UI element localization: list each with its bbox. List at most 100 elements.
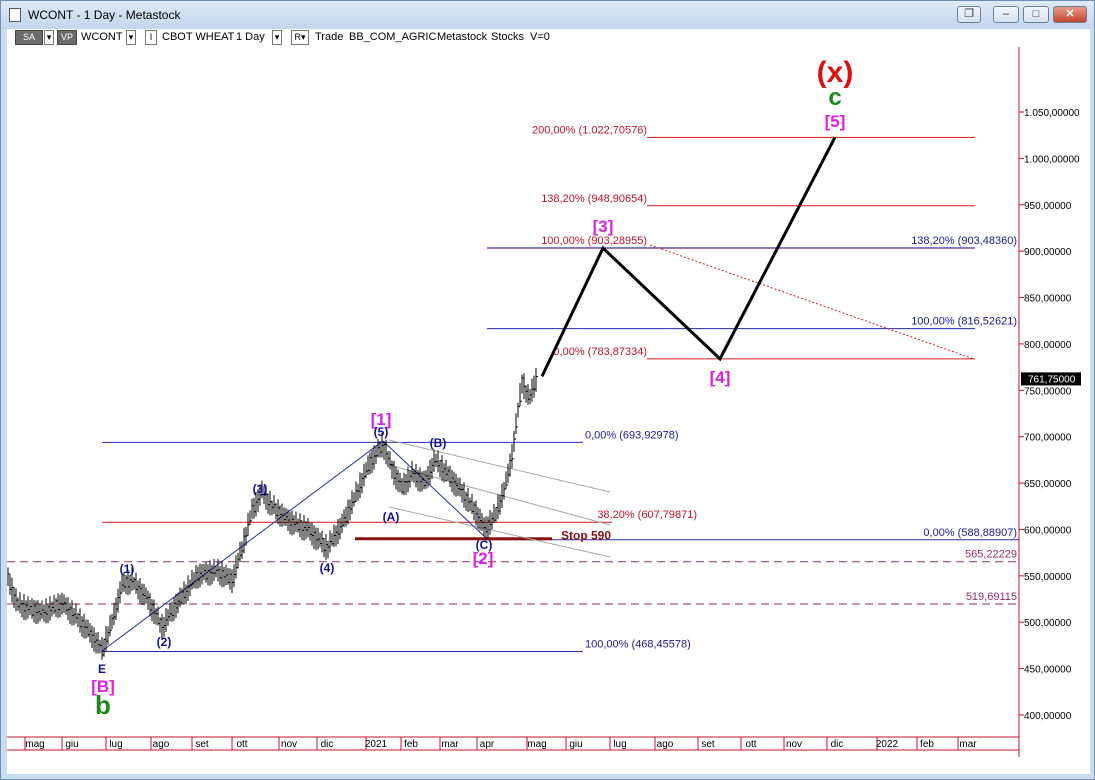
x-tick-label: nov (281, 739, 297, 750)
source-label: Metastock (437, 31, 488, 43)
x-tick-label: giu (569, 739, 582, 750)
symbol-label[interactable]: WCONT (81, 31, 123, 43)
x-tick-label: mar (441, 739, 459, 750)
wave-label-w4: [4] (710, 368, 731, 387)
volume-label: V=0 (530, 31, 550, 43)
x-tick-label: feb (404, 739, 418, 750)
i-box-button[interactable]: I (145, 30, 157, 45)
fib-red-label: 100,00% (903,28955) (541, 235, 647, 247)
x-tick-label: apr (480, 739, 495, 750)
wave-label-E: E (98, 662, 106, 676)
wave-label-b1: (1) (120, 562, 135, 576)
x-tick-label: dic (321, 739, 334, 750)
document-icon (9, 8, 21, 22)
category-label: BB_COM_AGRIC (349, 31, 437, 43)
x-tick-label: ott (745, 739, 756, 750)
y-tick-label: 550,00000 (1024, 572, 1072, 583)
y-tick-label: 500,00000 (1024, 618, 1072, 629)
x-tick-label: dic (831, 739, 844, 750)
chart-area[interactable]: 1.050,00000 1.000,00000 950,00000 900,00000… (7, 47, 1090, 774)
symbol-dropdown-icon[interactable]: ▾ (126, 30, 136, 45)
y-tick-label: 450,00000 (1024, 665, 1072, 676)
x-tick-label: ago (153, 739, 170, 750)
dashed-level-label: 519,69115 (966, 591, 1017, 603)
r-box-button[interactable]: R▾ (291, 30, 309, 45)
y-tick-label: 600,00000 (1024, 525, 1072, 536)
x-tick-label: 2021 (365, 739, 388, 750)
sa-button[interactable]: SA (15, 30, 43, 45)
wave-label-b2: (2) (157, 635, 172, 649)
stop-label: Stop 590 (561, 529, 611, 543)
wave-label-w1: [1] (371, 410, 392, 429)
y-tick-label: 900,00000 (1024, 247, 1072, 258)
wave-label-b5: (5) (374, 425, 389, 439)
trade-label: Trade (315, 31, 344, 43)
x-axis: mag giu lug ago set ott nov dic 2021 feb mar apr mag… (24, 737, 977, 750)
wave-label-B: [B] (91, 677, 115, 696)
minimize-button[interactable]: – (993, 6, 1019, 23)
fib-blue-label: 0,00% (693,92978) (585, 429, 679, 441)
x-tick-label: 2022 (876, 739, 899, 750)
last-price-tag (1021, 372, 1081, 386)
wave-label-bA: (A) (383, 510, 400, 524)
wave-label-bB: (B) (430, 436, 447, 450)
fib-blue-label: 100,00% (468,45578) (585, 638, 691, 650)
y-tick-label: 800,00000 (1024, 340, 1072, 351)
close-button[interactable]: ✕ (1053, 6, 1087, 23)
window-title: WCONT - 1 Day - Metastock (28, 8, 181, 22)
dotted-projection-line (649, 244, 975, 360)
wave-label-w5: [5] (825, 112, 846, 131)
last-price-label: 761,75000 (1028, 374, 1076, 385)
fib-red-label: 138,20% (948,90654) (541, 193, 647, 205)
x-tick-label: mag (25, 739, 44, 750)
wave-label-b: b (95, 690, 111, 720)
x-tick-label: feb (920, 739, 934, 750)
dashed-level-label: 565,22229 (965, 549, 1017, 561)
wave-label-x: (x) (817, 56, 854, 89)
x-tick-label: lug (109, 739, 122, 750)
wave-label-b4: (4) (320, 561, 335, 575)
wave-label-w3: [3] (593, 217, 614, 236)
sa-dropdown-icon[interactable]: ▾ (44, 30, 54, 45)
stocks-label: Stocks (491, 31, 525, 43)
fib-red-label: 0,00% (783,87334) (553, 346, 647, 358)
plot-background (7, 47, 1019, 737)
fib-red-label: 200,00% (1.022,70576) (532, 124, 647, 136)
wave-label-c: c (828, 84, 841, 111)
price-bars (7, 367, 538, 660)
wave-label-bC: (C) (476, 538, 493, 552)
trend-line-2 (382, 440, 486, 538)
restore-layout-button[interactable]: ❐ (957, 6, 981, 23)
title-bar[interactable]: WCONT - 1 Day - Metastock ❐ – □ ✕ (1, 1, 1094, 29)
y-tick-label: 950,00000 (1024, 201, 1072, 212)
projection-path (540, 136, 837, 378)
wave-label-w2: [2] (473, 549, 494, 568)
x-tick-label: mag (527, 739, 546, 750)
wave-labels: (x)c[5] [3] [4] [1] [2] (5) (B) (3) (A) (C) (4) (1)… (91, 56, 853, 720)
fib-levels: 200,00% (1.022,70576) 138,20% (948,90654)… (7, 124, 1019, 652)
fib-blue-label: 0,00% (588,88907) (923, 527, 1017, 539)
x-tick-label: lug (613, 739, 626, 750)
x-tick-label: mar (959, 739, 977, 750)
y-tick-label: 1.050,00000 (1024, 108, 1080, 119)
vp-button[interactable]: VP (57, 30, 77, 45)
x-tick-label: set (701, 739, 715, 750)
x-tick-label: giu (65, 739, 78, 750)
period-dropdown-icon[interactable]: ▾ (272, 30, 282, 45)
x-tick-label: set (195, 739, 209, 750)
y-tick-label: 650,00000 (1024, 479, 1072, 490)
fib-blue-label: 138,20% (903,48360) (911, 235, 1017, 247)
wave-projection (540, 136, 837, 378)
fib-blue-label: 100,00% (816,52621) (911, 316, 1017, 328)
wave-label-b3: (3) (253, 482, 268, 496)
y-tick-label: 1.000,00000 (1024, 154, 1080, 165)
period-label[interactable]: 1 Day (236, 31, 265, 43)
price-chart[interactable]: 1.050,00000 1.000,00000 950,00000 900,00000… (7, 47, 1090, 774)
maximize-button[interactable]: □ (1023, 6, 1049, 23)
x-tick-label: nov (786, 739, 802, 750)
y-tick-label: 850,00000 (1024, 294, 1072, 305)
y-axis: 1.050,00000 1.000,00000 950,00000 900,00000… (1019, 108, 1081, 722)
y-tick-label: 400,00000 (1024, 711, 1072, 722)
x-tick-label: ago (657, 739, 674, 750)
